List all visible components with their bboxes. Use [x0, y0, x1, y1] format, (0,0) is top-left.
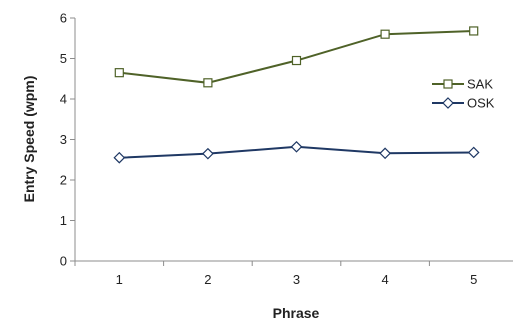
- y-tick-label: 5: [60, 51, 67, 66]
- x-axis: 1 2 3 4 5: [74, 260, 513, 287]
- series-layer: [113, 26, 480, 164]
- legend-label-sak: SAK: [467, 77, 493, 92]
- data-point-sak: [114, 68, 124, 78]
- x-tick-label: 3: [293, 272, 300, 287]
- data-point-osk: [113, 151, 126, 164]
- data-point-osk: [290, 140, 303, 153]
- x-tick-label: 5: [470, 272, 477, 287]
- data-point-sak: [469, 26, 479, 36]
- series-sak: [114, 26, 479, 88]
- legend: SAK OSK: [432, 77, 495, 111]
- x-tick-label: 4: [381, 272, 388, 287]
- data-point-sak: [291, 55, 302, 66]
- data-point-sak: [203, 78, 213, 88]
- y-tick-label: 1: [60, 213, 67, 228]
- legend-item-osk: OSK: [432, 96, 495, 111]
- data-point-osk: [202, 147, 214, 160]
- series-osk: [113, 140, 480, 164]
- data-point-sak: [380, 29, 390, 39]
- legend-item-sak: SAK: [432, 77, 493, 92]
- y-axis-title: Entry Speed (wpm): [21, 76, 37, 203]
- y-tick-label: 0: [60, 254, 67, 269]
- x-axis-title: Phrase: [273, 305, 320, 321]
- y-tick-label: 3: [60, 132, 67, 147]
- legend-marker-sak: [443, 79, 453, 89]
- x-tick-label: 2: [204, 272, 211, 287]
- legend-label-osk: OSK: [467, 96, 495, 111]
- y-tick-label: 4: [60, 92, 67, 107]
- y-axis: 0 1 2 3 4 5 6: [60, 11, 76, 269]
- data-point-osk: [379, 147, 391, 160]
- x-tick-label: 1: [116, 272, 123, 287]
- y-tick-label: 6: [60, 11, 67, 26]
- data-point-osk: [467, 146, 480, 159]
- legend-marker-osk: [442, 97, 454, 109]
- y-tick-label: 2: [60, 173, 67, 188]
